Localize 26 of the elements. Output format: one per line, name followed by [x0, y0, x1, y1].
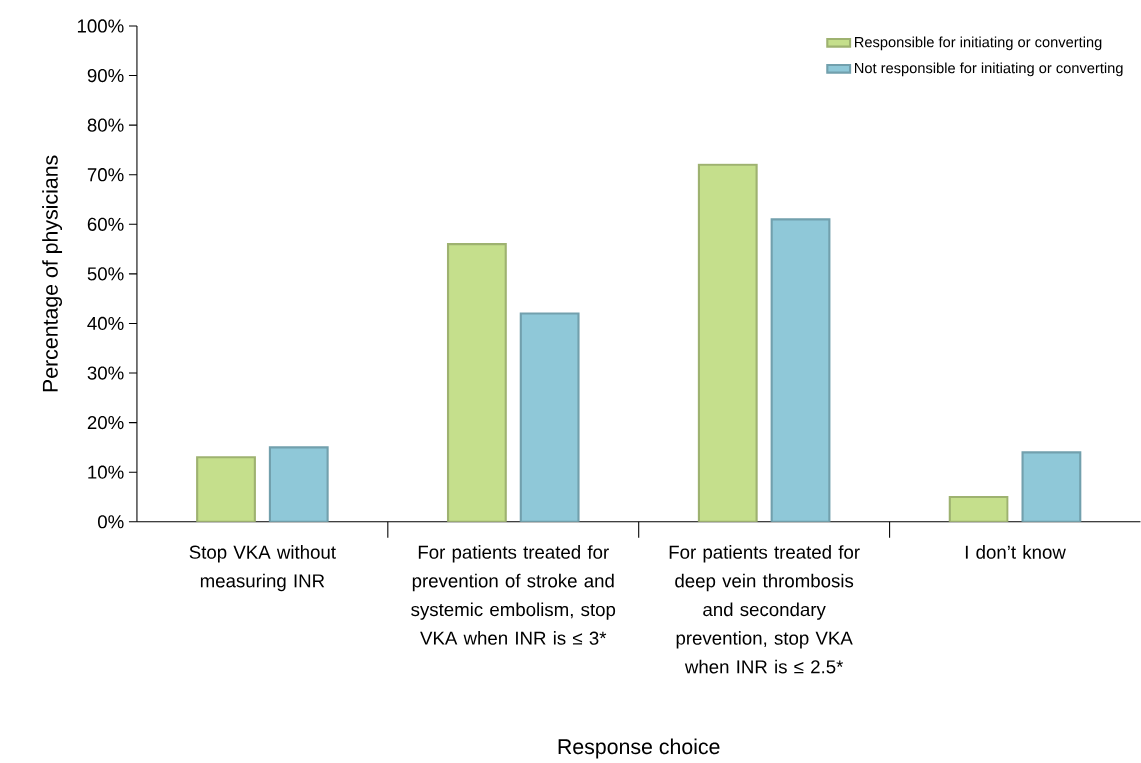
bar: [1021, 451, 1082, 522]
y-tick-label: 100%: [77, 19, 124, 33]
bar: [446, 243, 507, 522]
bar: [268, 446, 329, 522]
y-tick-label: 0%: [98, 515, 124, 529]
y-tick-label: 80%: [87, 118, 124, 132]
x-axis-title: Response choice: [558, 738, 720, 759]
x-tick-label: Stop VKA without measuring INR: [189, 545, 336, 592]
y-tick-label: 50%: [87, 267, 124, 281]
x-tick-label: For patients treated for prevention of stroke and systemic embolism, stop VKA when INR is ≤ 3*: [411, 545, 616, 645]
legend-label: Responsible for initiating or converting: [855, 36, 1102, 51]
y-tick-label: 20%: [87, 416, 124, 430]
y-tick-label: 60%: [87, 217, 124, 231]
legend-label: Not responsible for initiating or converting: [855, 62, 1123, 77]
y-tick-label: 10%: [88, 465, 124, 479]
bar: [697, 163, 758, 522]
y-tick-label: 70%: [87, 168, 124, 182]
bar: [770, 218, 831, 522]
y-tick-label: 40%: [87, 316, 124, 331]
bar: [519, 312, 580, 522]
y-tick-label: 30%: [87, 366, 124, 380]
y-tick-label: 90%: [87, 69, 124, 83]
x-tick-label: For patients treated for deep vein thrombosis and secondary prevention, stop VKA when INR is ≤ 2.5*: [669, 545, 860, 674]
bar: [196, 456, 256, 522]
y-axis-title: Percentage of physicians: [42, 155, 63, 392]
x-tick-label: I don’t know: [965, 545, 1066, 559]
